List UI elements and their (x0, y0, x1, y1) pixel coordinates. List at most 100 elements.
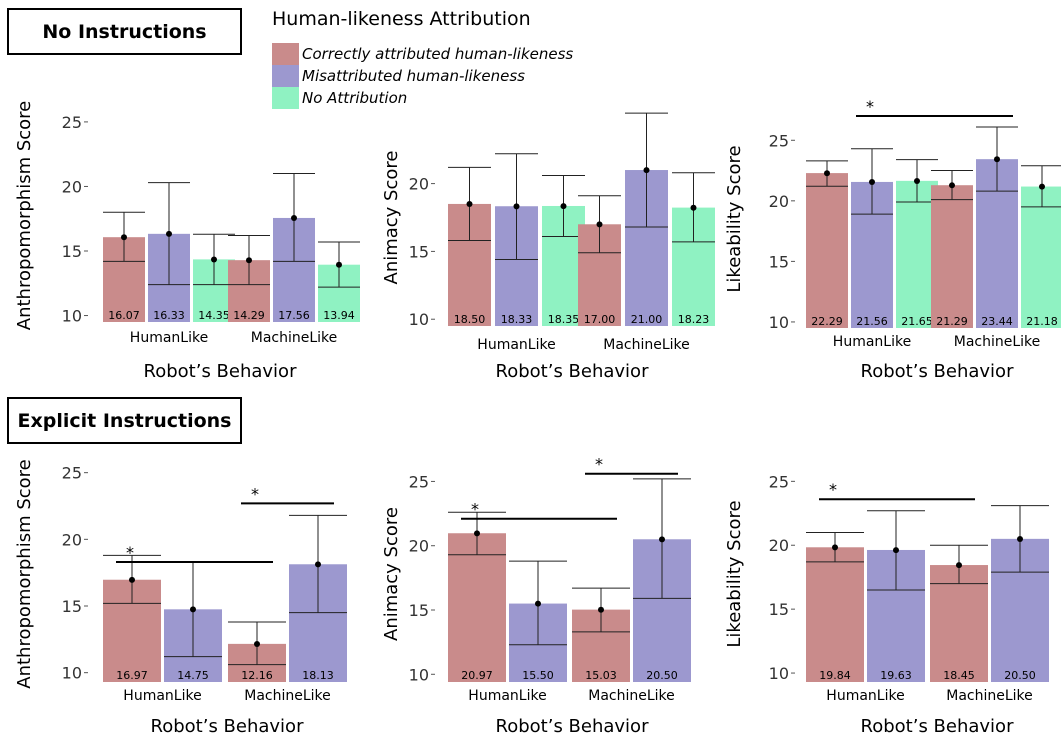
bar-value-label: 14.75 (177, 669, 209, 682)
y-axis-title: Animacy Score (381, 507, 402, 641)
category-label: MachineLike (251, 330, 338, 346)
section-title-explicit-instructions: Explicit Instructions (7, 397, 242, 444)
bar-value-label: 19.63 (880, 669, 912, 682)
category-label: MachineLike (954, 334, 1041, 350)
mean-point (336, 261, 342, 268)
bar-value-label: 14.29 (233, 309, 265, 322)
bar-value-label: 21.00 (631, 313, 663, 326)
mean-point (190, 606, 196, 613)
x-axis-title: Robot’s Behavior (144, 361, 298, 382)
bar-value-label: 18.50 (454, 313, 486, 326)
bar-value-label: 23.44 (981, 315, 1013, 328)
mean-point (949, 182, 955, 189)
mean-point (121, 234, 127, 241)
mean-point (659, 536, 665, 543)
y-axis-title: Anthropomorphism Score (14, 459, 35, 688)
category-label: HumanLike (123, 688, 201, 704)
mean-point (690, 204, 697, 211)
y-tick-label: 25 (62, 464, 82, 483)
bar-value-label: 19.84 (819, 669, 851, 682)
mean-point (914, 177, 920, 184)
bar (1021, 186, 1061, 328)
x-axis-title: Robot’s Behavior (496, 716, 650, 737)
bar-value-label: 15.50 (522, 669, 554, 682)
y-tick-label: 10 (409, 665, 429, 684)
category-label: MachineLike (603, 337, 690, 353)
bar-value-label: 13.94 (323, 309, 355, 322)
y-tick-label: 15 (769, 252, 789, 271)
bar (806, 173, 848, 328)
bar (931, 185, 973, 328)
x-axis-title: Robot’s Behavior (151, 716, 305, 737)
legend-label: Correctly attributed human-likeness (302, 45, 574, 63)
bar-value-label: 18.33 (501, 313, 533, 326)
category-label: MachineLike (244, 688, 331, 704)
y-tick-label: 10 (62, 664, 82, 683)
bar-value-label: 22.29 (811, 315, 843, 328)
y-tick-label: 25 (409, 472, 429, 491)
bar-value-label: 20.50 (1004, 669, 1036, 682)
y-tick-label: 15 (62, 242, 82, 261)
category-label: HumanLike (130, 330, 208, 346)
y-tick-label: 20 (409, 175, 429, 194)
y-tick-label: 15 (409, 601, 429, 620)
y-axis-title: Likeability Score (724, 145, 745, 292)
mean-point (166, 230, 172, 237)
y-tick-label: 25 (769, 472, 789, 491)
x-axis-title: Robot’s Behavior (861, 716, 1015, 737)
category-label: HumanLike (468, 688, 546, 704)
y-tick-label: 20 (62, 177, 82, 196)
category-label: HumanLike (826, 688, 904, 704)
legend-swatch (272, 65, 299, 87)
significance-star: * (471, 500, 479, 519)
y-tick-label: 10 (769, 664, 789, 683)
bar-value-label: 14.35 (198, 309, 230, 322)
significance-star: * (595, 455, 603, 474)
y-tick-label: 15 (769, 600, 789, 619)
mean-point (560, 203, 567, 210)
y-axis-title: Animacy Score (381, 151, 402, 285)
x-axis-title: Robot’s Behavior (861, 361, 1015, 382)
mean-point (1017, 535, 1023, 542)
y-tick-label: 25 (62, 113, 82, 132)
significance-star: * (829, 480, 837, 499)
y-axis-title: Anthropomorphism Score (14, 101, 35, 330)
mean-point (513, 203, 520, 210)
bar-value-label: 18.13 (302, 669, 334, 682)
legend-label: Misattributed human-likeness (302, 67, 525, 85)
significance-star: * (126, 543, 134, 562)
mean-point (596, 221, 603, 228)
category-label: MachineLike (588, 688, 675, 704)
mean-point (254, 640, 260, 647)
bar-value-label: 18.45 (943, 669, 975, 682)
bar-value-label: 21.65 (901, 315, 933, 328)
bar-value-label: 20.97 (461, 669, 493, 682)
mean-point (893, 547, 899, 554)
bar (930, 565, 988, 682)
bar-value-label: 16.07 (108, 309, 140, 322)
bar-value-label: 16.33 (153, 309, 185, 322)
y-tick-label: 15 (62, 597, 82, 616)
mean-point (1039, 183, 1045, 190)
section-title-text: Explicit Instructions (17, 409, 232, 432)
category-label: MachineLike (946, 688, 1033, 704)
category-label: HumanLike (477, 337, 555, 353)
y-tick-label: 10 (769, 313, 789, 332)
y-tick-label: 15 (409, 242, 429, 261)
legend-label: No Attribution (302, 89, 408, 107)
significance-star: * (251, 484, 259, 503)
mean-point (535, 600, 541, 607)
mean-point (315, 561, 321, 568)
bar-value-label: 21.18 (1026, 315, 1058, 328)
y-tick-label: 20 (769, 536, 789, 555)
mean-point (643, 167, 650, 174)
mean-point (598, 606, 604, 613)
mean-point (869, 179, 875, 186)
bar-value-label: 15.03 (585, 669, 617, 682)
y-tick-label: 20 (409, 537, 429, 556)
legend-item-no-attribution: No Attribution (272, 87, 407, 109)
y-tick-label: 25 (769, 131, 789, 150)
significance-star: * (866, 97, 874, 116)
